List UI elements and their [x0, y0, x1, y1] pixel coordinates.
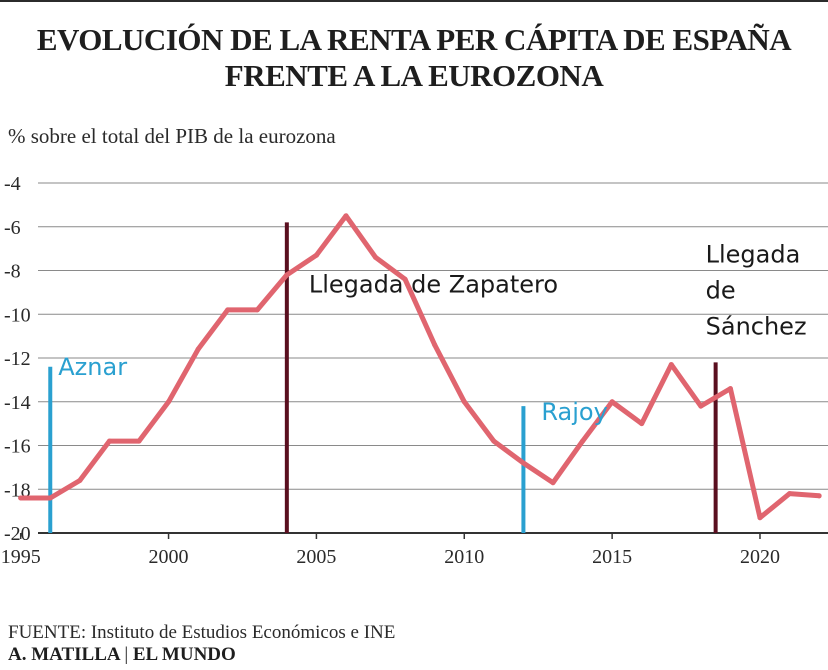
- data-point: [195, 346, 201, 352]
- data-point: [432, 342, 438, 348]
- event-label: Llegada de Zapatero: [309, 270, 558, 298]
- source-text: Instituto de Estudios Económicos e INE: [90, 622, 396, 643]
- x-tick-label: 2000: [149, 546, 189, 568]
- y-tick-label: -8: [4, 261, 21, 283]
- data-point: [47, 495, 53, 501]
- chart-title-line-1: EVOLUCIÓN DE LA RENTA PER CÁPITA DE ESPA…: [36, 22, 792, 57]
- chart-title-line-2: FRENTE A LA EUROZONA: [224, 58, 604, 93]
- byline-author: A. MATILLA: [8, 644, 120, 665]
- data-point: [373, 254, 379, 260]
- data-point: [520, 460, 526, 466]
- data-point: [284, 272, 290, 278]
- data-point: [136, 438, 142, 444]
- source-note: FUENTE: Instituto de Estudios Económicos…: [8, 622, 395, 644]
- data-point: [491, 438, 497, 444]
- data-point: [698, 403, 704, 409]
- y-tick-label: -6: [4, 217, 21, 239]
- y-axis-units-label: % sobre el total del PIB de la eurozona: [8, 124, 336, 148]
- data-series: [18, 213, 822, 521]
- data-point: [550, 480, 556, 486]
- data-point: [757, 515, 763, 521]
- data-point: [225, 307, 231, 313]
- x-tick-labels: 1995 2000 2005 2010 2015 2020: [1, 533, 780, 568]
- byline-separator: |: [124, 644, 129, 665]
- x-tick-label: 2020: [740, 546, 780, 568]
- event-label: Llegada: [706, 240, 801, 268]
- gridlines: [38, 182, 828, 534]
- event-labels: Aznar Llegada de Zapatero Rajoy Llegada de Sá…: [58, 240, 806, 426]
- data-point: [343, 213, 349, 219]
- event-markers: [48, 222, 718, 533]
- data-point: [816, 493, 822, 499]
- x-tick-label: 2015: [592, 546, 632, 568]
- data-point: [639, 421, 645, 427]
- data-point: [402, 276, 408, 282]
- data-point: [668, 362, 674, 368]
- y-tick-labels: -4-6-8-10-12-14-16-18-20: [4, 173, 31, 545]
- chart-title: EVOLUCIÓN DE LA RENTA PER CÁPITA DE ESPA…: [0, 22, 828, 94]
- data-point: [77, 478, 83, 483]
- data-point: [461, 399, 467, 405]
- event-label: Aznar: [58, 353, 127, 381]
- data-point: [166, 399, 172, 405]
- source-label: FUENTE:: [8, 622, 87, 643]
- byline: A. MATILLA | EL MUNDO: [8, 644, 236, 666]
- event-label: de: [706, 276, 736, 304]
- x-tick-label: 2010: [444, 546, 484, 568]
- byline-outlet: EL MUNDO: [132, 644, 236, 665]
- series-line: [18, 213, 822, 521]
- data-point: [18, 495, 24, 501]
- data-point: [313, 252, 319, 258]
- top-rule: [0, 0, 828, 2]
- y-tick-label: -20: [4, 523, 31, 545]
- x-tick-label: 1995: [1, 546, 41, 568]
- data-point: [254, 307, 260, 313]
- data-point: [106, 438, 112, 444]
- data-point: [787, 491, 793, 497]
- x-tick-label: 2005: [296, 546, 336, 568]
- y-tick-label: -4: [4, 173, 21, 195]
- y-tick-label: -10: [4, 304, 31, 326]
- data-point: [609, 399, 615, 405]
- data-point: [727, 386, 733, 392]
- y-tick-label: -14: [4, 392, 31, 414]
- y-tick-label: -16: [4, 436, 31, 458]
- y-tick-label: -12: [4, 348, 31, 370]
- event-label: Rajoy: [541, 398, 607, 426]
- data-point: [580, 438, 586, 444]
- event-label: Sánchez: [706, 312, 807, 340]
- line-chart: -4-6-8-10-12-14-16-18-20 1995 2000 2005 201…: [1, 173, 828, 568]
